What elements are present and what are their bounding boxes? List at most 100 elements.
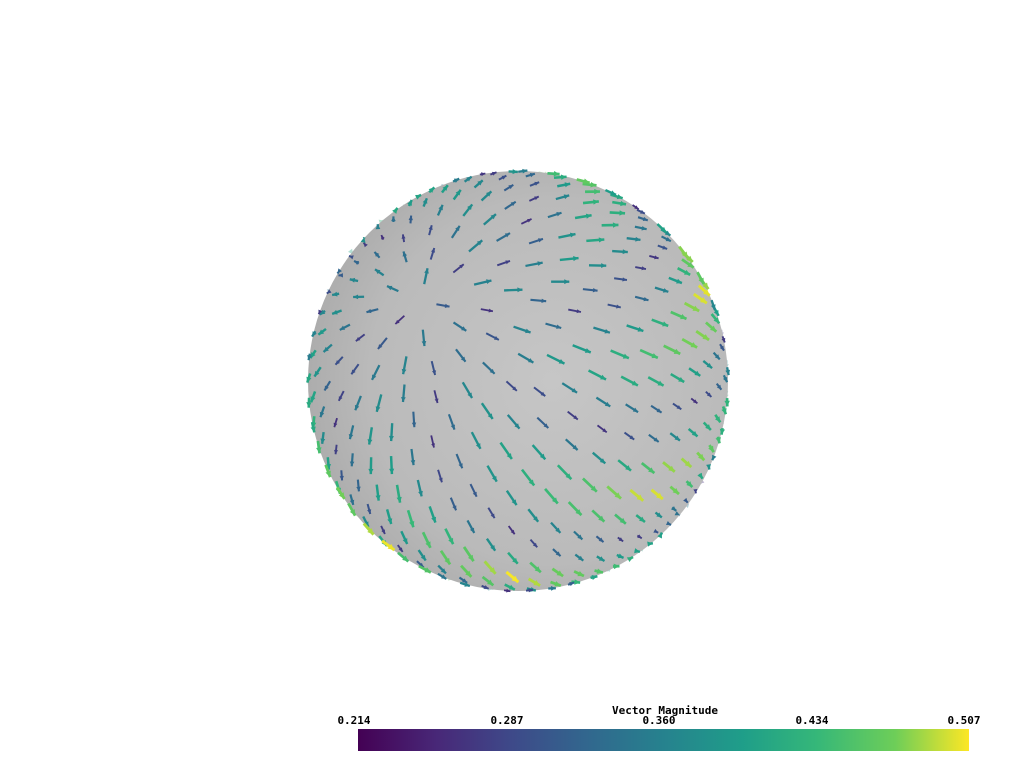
arrow-glyph <box>564 438 579 451</box>
arrow-glyph <box>582 288 598 293</box>
arrow-glyph <box>349 453 355 467</box>
arrow-glyph <box>485 332 500 341</box>
arrow-glyph <box>375 484 381 501</box>
arrow-glyph <box>708 444 715 453</box>
arrow-glyph <box>553 174 567 180</box>
arrow-glyph <box>593 326 611 334</box>
arrow-glyph <box>520 218 532 225</box>
arrow-glyph <box>647 541 654 547</box>
arrow-glyph <box>681 337 698 349</box>
arrow-glyph <box>480 308 494 313</box>
arrow-glyph <box>719 427 726 435</box>
arrow-glyph <box>525 588 534 593</box>
arrow-glyph <box>582 199 599 205</box>
arrow-glyph <box>528 237 544 245</box>
arrow-glyph <box>657 244 668 250</box>
arrow-glyph <box>722 374 729 383</box>
arrow-glyph <box>639 348 659 360</box>
arrow-glyph <box>590 574 598 581</box>
arrow-glyph <box>334 444 339 455</box>
arrow-glyph <box>610 349 630 360</box>
arrow-glyph <box>455 453 464 469</box>
arrow-glyph <box>375 394 383 413</box>
arrow-glyph <box>490 171 497 176</box>
arrow-glyph <box>437 572 447 580</box>
arrow-glyph <box>317 309 323 315</box>
arrow-glyph <box>310 390 317 403</box>
arrow-glyph <box>324 464 332 478</box>
arrow-glyph <box>586 237 605 243</box>
arrow-glyph <box>517 352 534 364</box>
arrow-glyph <box>397 544 404 553</box>
arrow-glyph <box>573 570 585 578</box>
arrow-glyph <box>595 535 605 543</box>
arrow-glyph <box>547 171 560 177</box>
arrow-glyph <box>697 472 704 480</box>
arrow-glyph <box>473 279 492 286</box>
arrow-glyph <box>680 457 693 469</box>
arrow-glyph <box>429 247 436 260</box>
arrow-glyph <box>529 181 540 187</box>
arrow-glyph <box>721 336 726 343</box>
arrow-glyph <box>587 369 607 381</box>
arrow-glyph <box>617 459 632 472</box>
arrow-glyph <box>596 555 606 563</box>
arrow-glyph <box>616 553 625 560</box>
arrow-glyph <box>663 344 681 356</box>
arrow-glyph <box>335 486 346 500</box>
arrow-glyph <box>496 260 511 267</box>
arrow-glyph <box>360 237 366 243</box>
arrow-glyph <box>504 287 523 293</box>
arrow-glyph <box>349 277 359 283</box>
arrow-glyph <box>711 454 717 461</box>
arrow-glyph <box>545 322 562 330</box>
arrow-glyph <box>439 549 452 566</box>
arrow-glyph <box>685 480 694 489</box>
arrow-glyph <box>348 255 354 260</box>
arrow-glyph <box>469 483 478 498</box>
arrow-glyph <box>557 182 571 188</box>
arrow-glyph <box>353 294 365 300</box>
arrow-glyph <box>452 189 462 201</box>
arrow-glyph <box>423 268 429 285</box>
arrow-glyph <box>504 200 517 210</box>
arrow-glyph <box>447 413 456 430</box>
arrow-glyph <box>595 396 611 408</box>
arrow-glyph <box>672 402 682 411</box>
arrow-glyph <box>536 416 550 429</box>
arrow-glyph <box>550 521 562 534</box>
scalar-bar-tick-4: 0.507 <box>947 714 981 727</box>
arrow-glyph <box>550 580 562 588</box>
arrow-glyph <box>392 207 399 214</box>
arrow-glyph <box>683 301 700 313</box>
arrow-glyph <box>433 390 439 404</box>
arrow-glyph <box>499 441 513 460</box>
arrow-glyph <box>604 188 617 197</box>
arrow-glyph <box>353 259 360 266</box>
arrow-glyph <box>705 321 718 333</box>
arrow-glyph <box>551 567 564 578</box>
arrow-glyph <box>678 245 690 259</box>
arrow-glyph <box>567 501 583 517</box>
arrow-glyph <box>520 468 536 487</box>
arrow-glyph <box>573 530 584 541</box>
arrow-glyph <box>402 251 408 263</box>
arrow-glyph <box>503 588 511 593</box>
arrow-glyph <box>654 511 663 519</box>
arrow-glyph <box>656 223 668 234</box>
arrow-glyph <box>479 172 486 177</box>
arrow-glyph <box>452 321 467 332</box>
arrow-glyph <box>677 267 691 276</box>
arrow-glyph <box>441 184 449 194</box>
arrow-glyph <box>614 513 627 525</box>
arrow-glyph <box>380 234 385 240</box>
arrow-glyph <box>348 425 355 440</box>
arrow-glyph <box>715 383 723 391</box>
arrow-glyph <box>504 583 516 591</box>
arrow-glyph <box>487 507 496 519</box>
arrow-glyph <box>362 522 375 536</box>
arrow-glyph <box>626 324 644 333</box>
arrow-glyph <box>386 285 399 293</box>
arrow-glyph <box>635 266 647 271</box>
